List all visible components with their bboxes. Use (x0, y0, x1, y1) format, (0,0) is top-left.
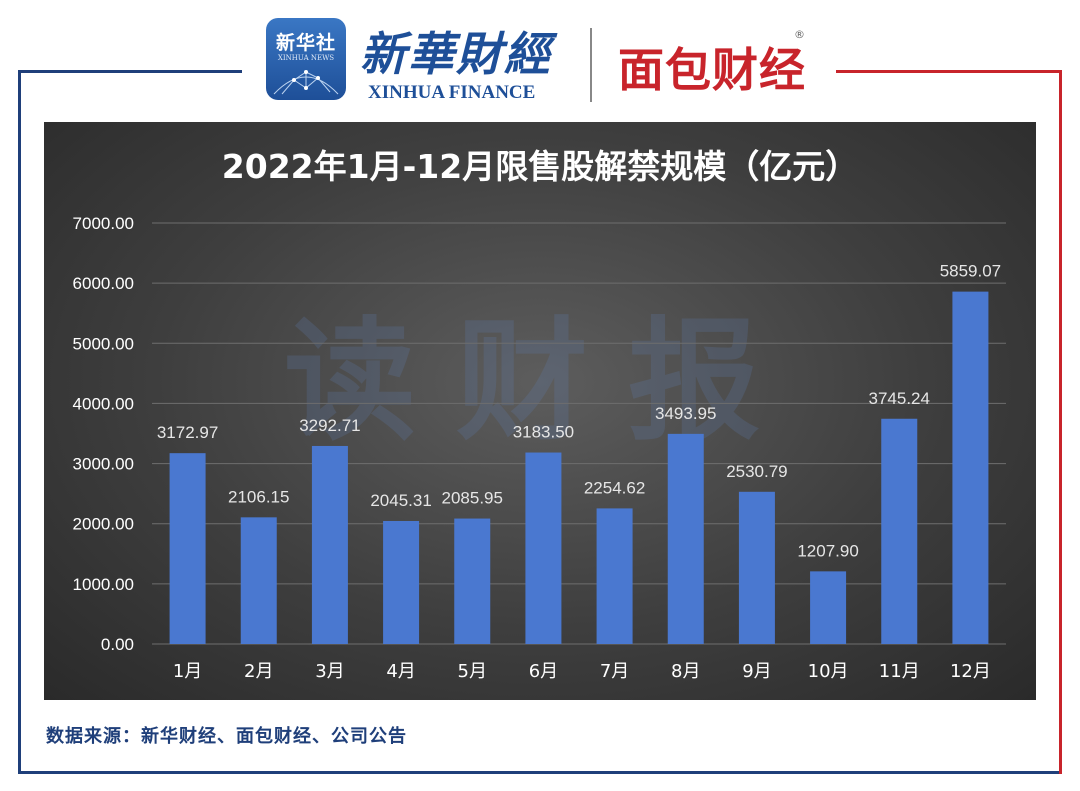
x-tick-label: 10月 (808, 661, 849, 682)
bar (810, 571, 847, 644)
bar (881, 418, 918, 644)
frame-top-right-line (836, 70, 1062, 73)
bar (240, 517, 277, 644)
frame-bottom-line (18, 771, 1062, 774)
bar (667, 433, 704, 644)
x-tick-label: 8月 (671, 661, 700, 682)
registered-mark: ® (794, 28, 805, 41)
y-tick-label: 2000.00 (73, 515, 134, 534)
globe-network-icon (273, 70, 339, 95)
x-tick-label: 3月 (315, 661, 344, 682)
x-tick-label: 4月 (386, 661, 415, 682)
bar (311, 445, 348, 644)
bar (738, 491, 775, 644)
data-label: 3292.71 (299, 416, 360, 435)
y-tick-label: 1000.00 (73, 575, 134, 594)
data-label: 1207.90 (797, 541, 858, 560)
data-label: 2045.31 (370, 491, 431, 510)
x-tick-label: 1月 (173, 661, 202, 682)
chart-panel: 读财报 2022年1月-12月限售股解禁规模（亿元） 0.00 1000.00 20… (44, 122, 1036, 700)
data-label: 5859.07 (940, 262, 1001, 281)
xinhua-finance-logo-en: XINHUA FINANCE (368, 82, 536, 103)
data-label: 3745.24 (869, 389, 930, 408)
source-note: 数据来源：新华财经、面包财经、公司公告 (46, 726, 407, 747)
xinhua-badge-en: XINHUA NEWS (277, 54, 335, 62)
chart-title: 2022年1月-12月限售股解禁规模（亿元） (222, 147, 858, 186)
data-label: 3493.95 (655, 404, 716, 423)
xinhua-badge-cn: 新华社 (275, 32, 336, 54)
bar (596, 508, 633, 644)
bar (169, 453, 206, 644)
x-tick-label: 2月 (244, 661, 273, 682)
y-tick-label: 3000.00 (73, 455, 134, 474)
data-label: 2530.79 (726, 462, 787, 481)
x-tick-label: 6月 (529, 661, 558, 682)
data-label: 2085.95 (442, 489, 503, 508)
xinhua-finance-logo-cn: 新華財經 (360, 27, 552, 81)
y-tick-label: 7000.00 (73, 214, 134, 233)
x-tick-label: 5月 (458, 661, 487, 682)
y-tick-label: 4000.00 (73, 394, 134, 413)
data-label: 3183.50 (513, 423, 574, 442)
x-tick-label: 7月 (600, 661, 629, 682)
xinhua-news-logo: 新华社 XINHUA NEWS (266, 18, 346, 100)
bar-chart: 读财报 2022年1月-12月限售股解禁规模（亿元） 0.00 1000.00 20… (73, 147, 1006, 682)
data-label: 3172.97 (157, 423, 218, 442)
x-tick-label: 9月 (742, 661, 771, 682)
x-tick-label: 11月 (879, 661, 920, 682)
mianbao-finance-logo: 面包财经 (618, 43, 806, 97)
bar (383, 520, 420, 644)
frame-top-left-line (18, 70, 242, 73)
data-label: 2106.15 (228, 487, 289, 506)
watermark: 读财报 (284, 305, 800, 459)
bar (454, 518, 491, 644)
frame-left-line (18, 70, 21, 774)
x-tick-label: 12月 (950, 661, 991, 682)
y-tick-label: 0.00 (101, 635, 134, 654)
bar (525, 452, 562, 644)
bar (952, 291, 989, 644)
frame-right-line (1059, 70, 1062, 774)
y-tick-label: 6000.00 (73, 274, 134, 293)
logo-divider (590, 28, 592, 102)
data-label: 2254.62 (584, 478, 645, 497)
y-tick-label: 5000.00 (73, 334, 134, 353)
